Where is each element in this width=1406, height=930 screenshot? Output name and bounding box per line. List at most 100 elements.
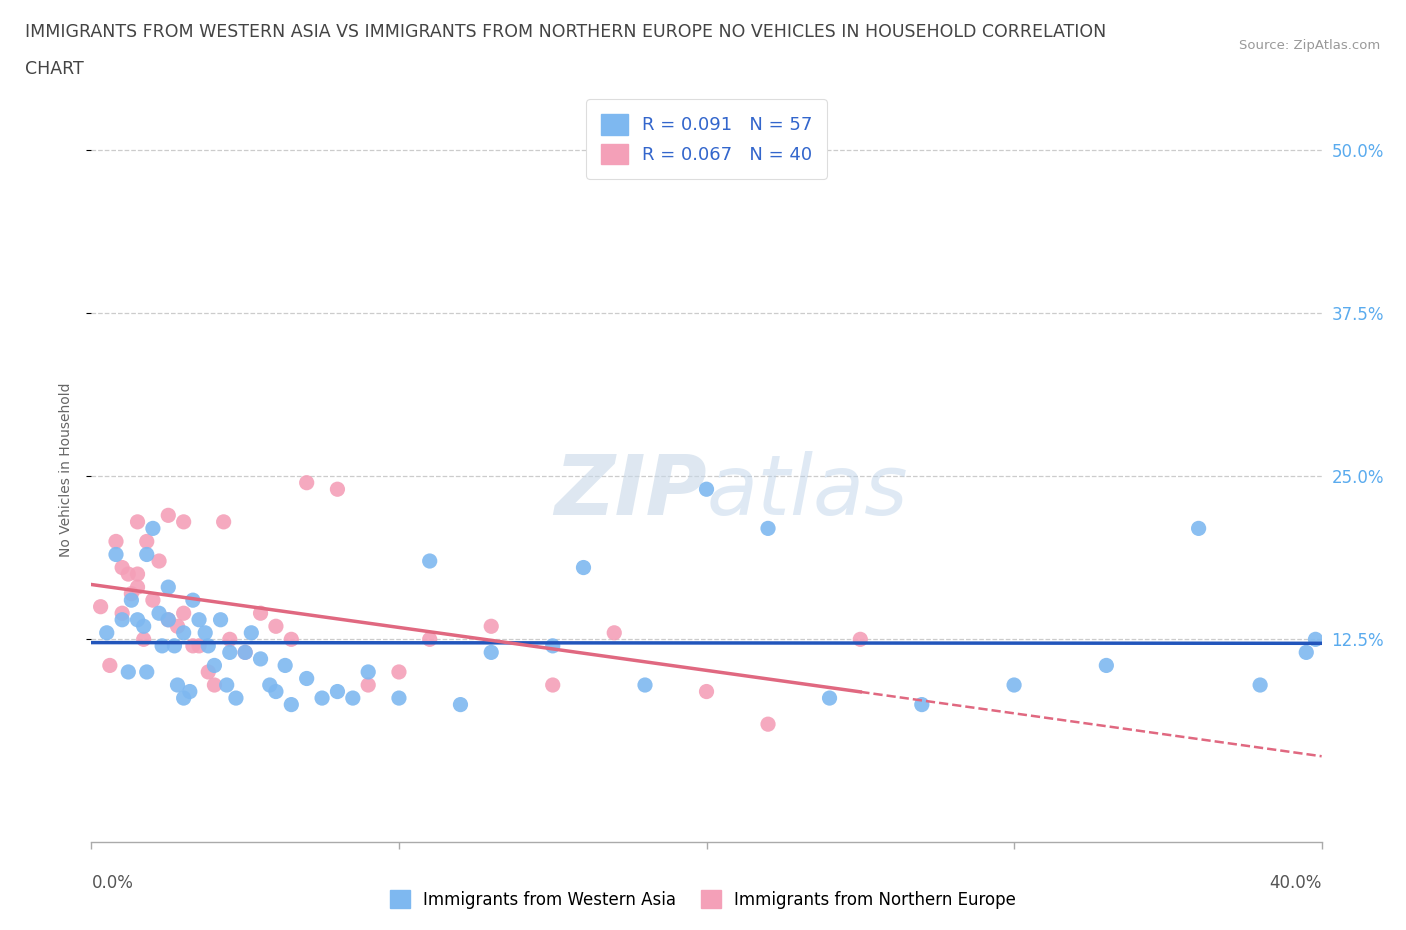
Point (127, 579, 149, 594)
Point (342, 691, 364, 706)
Point (388, 665, 411, 680)
Point (135, 547, 157, 562)
Point (173, 691, 195, 706)
Point (188, 638, 211, 653)
Point (1295, 644, 1317, 659)
Text: ZIP: ZIP (554, 451, 706, 533)
Point (142, 592, 165, 607)
Point (163, 638, 186, 653)
Point (173, 514, 195, 529)
Point (166, 618, 188, 633)
Text: CHART: CHART (25, 60, 84, 78)
Point (357, 678, 380, 693)
Point (1095, 658, 1118, 673)
Point (264, 618, 287, 633)
Point (181, 592, 204, 607)
Legend: R = 0.091   N = 57, R = 0.067   N = 40: R = 0.091 N = 57, R = 0.067 N = 40 (586, 100, 827, 179)
Point (98, 658, 121, 673)
Point (295, 475, 318, 490)
Point (166, 678, 188, 693)
Point (127, 566, 149, 581)
Point (311, 691, 333, 706)
Point (326, 482, 349, 497)
Point (388, 691, 411, 706)
Point (212, 514, 235, 529)
Text: atlas: atlas (706, 451, 908, 533)
Point (479, 618, 502, 633)
Point (120, 586, 142, 601)
Point (541, 638, 564, 653)
Point (90, 599, 112, 614)
Point (1305, 631, 1327, 646)
Point (197, 638, 219, 653)
Point (756, 717, 779, 732)
Point (326, 684, 349, 699)
Point (634, 678, 657, 693)
Point (173, 625, 195, 640)
Point (202, 658, 225, 673)
Point (218, 644, 240, 659)
Point (111, 612, 134, 627)
Point (117, 665, 139, 680)
Point (120, 592, 142, 607)
Point (157, 612, 180, 627)
Point (105, 547, 127, 562)
Point (202, 678, 225, 693)
Point (818, 691, 841, 706)
Point (209, 612, 232, 627)
Point (274, 658, 297, 673)
Text: IMMIGRANTS FROM WESTERN ASIA VS IMMIGRANTS FROM NORTHERN EUROPE NO VEHICLES IN H: IMMIGRANTS FROM WESTERN ASIA VS IMMIGRAN… (25, 23, 1107, 41)
Point (911, 698, 934, 712)
Point (295, 671, 318, 686)
Point (233, 644, 256, 659)
Point (157, 612, 180, 627)
Point (135, 534, 157, 549)
Point (264, 684, 287, 699)
Legend: Immigrants from Western Asia, Immigrants from Northern Europe: Immigrants from Western Asia, Immigrants… (381, 882, 1025, 917)
Point (479, 644, 502, 659)
Point (240, 625, 263, 640)
Point (127, 514, 149, 529)
Point (280, 698, 302, 712)
Point (188, 612, 211, 627)
Point (111, 560, 134, 575)
Point (157, 508, 180, 523)
Point (696, 482, 718, 497)
Point (111, 605, 134, 620)
Point (225, 691, 247, 706)
Point (603, 625, 626, 640)
Point (117, 566, 139, 581)
Point (148, 605, 170, 620)
Point (419, 553, 441, 568)
Point (249, 652, 271, 667)
Point (280, 631, 302, 646)
Point (150, 638, 173, 653)
Point (179, 684, 201, 699)
Point (127, 612, 149, 627)
Point (756, 521, 779, 536)
Point (218, 631, 240, 646)
Point (96, 625, 118, 640)
Y-axis label: No Vehicles in Household: No Vehicles in Household (59, 382, 73, 557)
Point (173, 605, 195, 620)
Point (1002, 678, 1025, 693)
Point (572, 560, 595, 575)
Point (1249, 678, 1271, 693)
Text: Source: ZipAtlas.com: Source: ZipAtlas.com (1240, 39, 1381, 52)
Point (541, 678, 564, 693)
Point (233, 644, 256, 659)
Point (135, 665, 157, 680)
Text: 0.0%: 0.0% (91, 874, 134, 892)
Point (181, 638, 204, 653)
Point (105, 534, 127, 549)
Point (249, 605, 271, 620)
Point (357, 665, 380, 680)
Point (142, 521, 165, 536)
Point (696, 684, 718, 699)
Point (419, 631, 441, 646)
Point (849, 631, 872, 646)
Text: 40.0%: 40.0% (1270, 874, 1322, 892)
Point (132, 631, 155, 646)
Point (197, 665, 219, 680)
Point (215, 678, 238, 693)
